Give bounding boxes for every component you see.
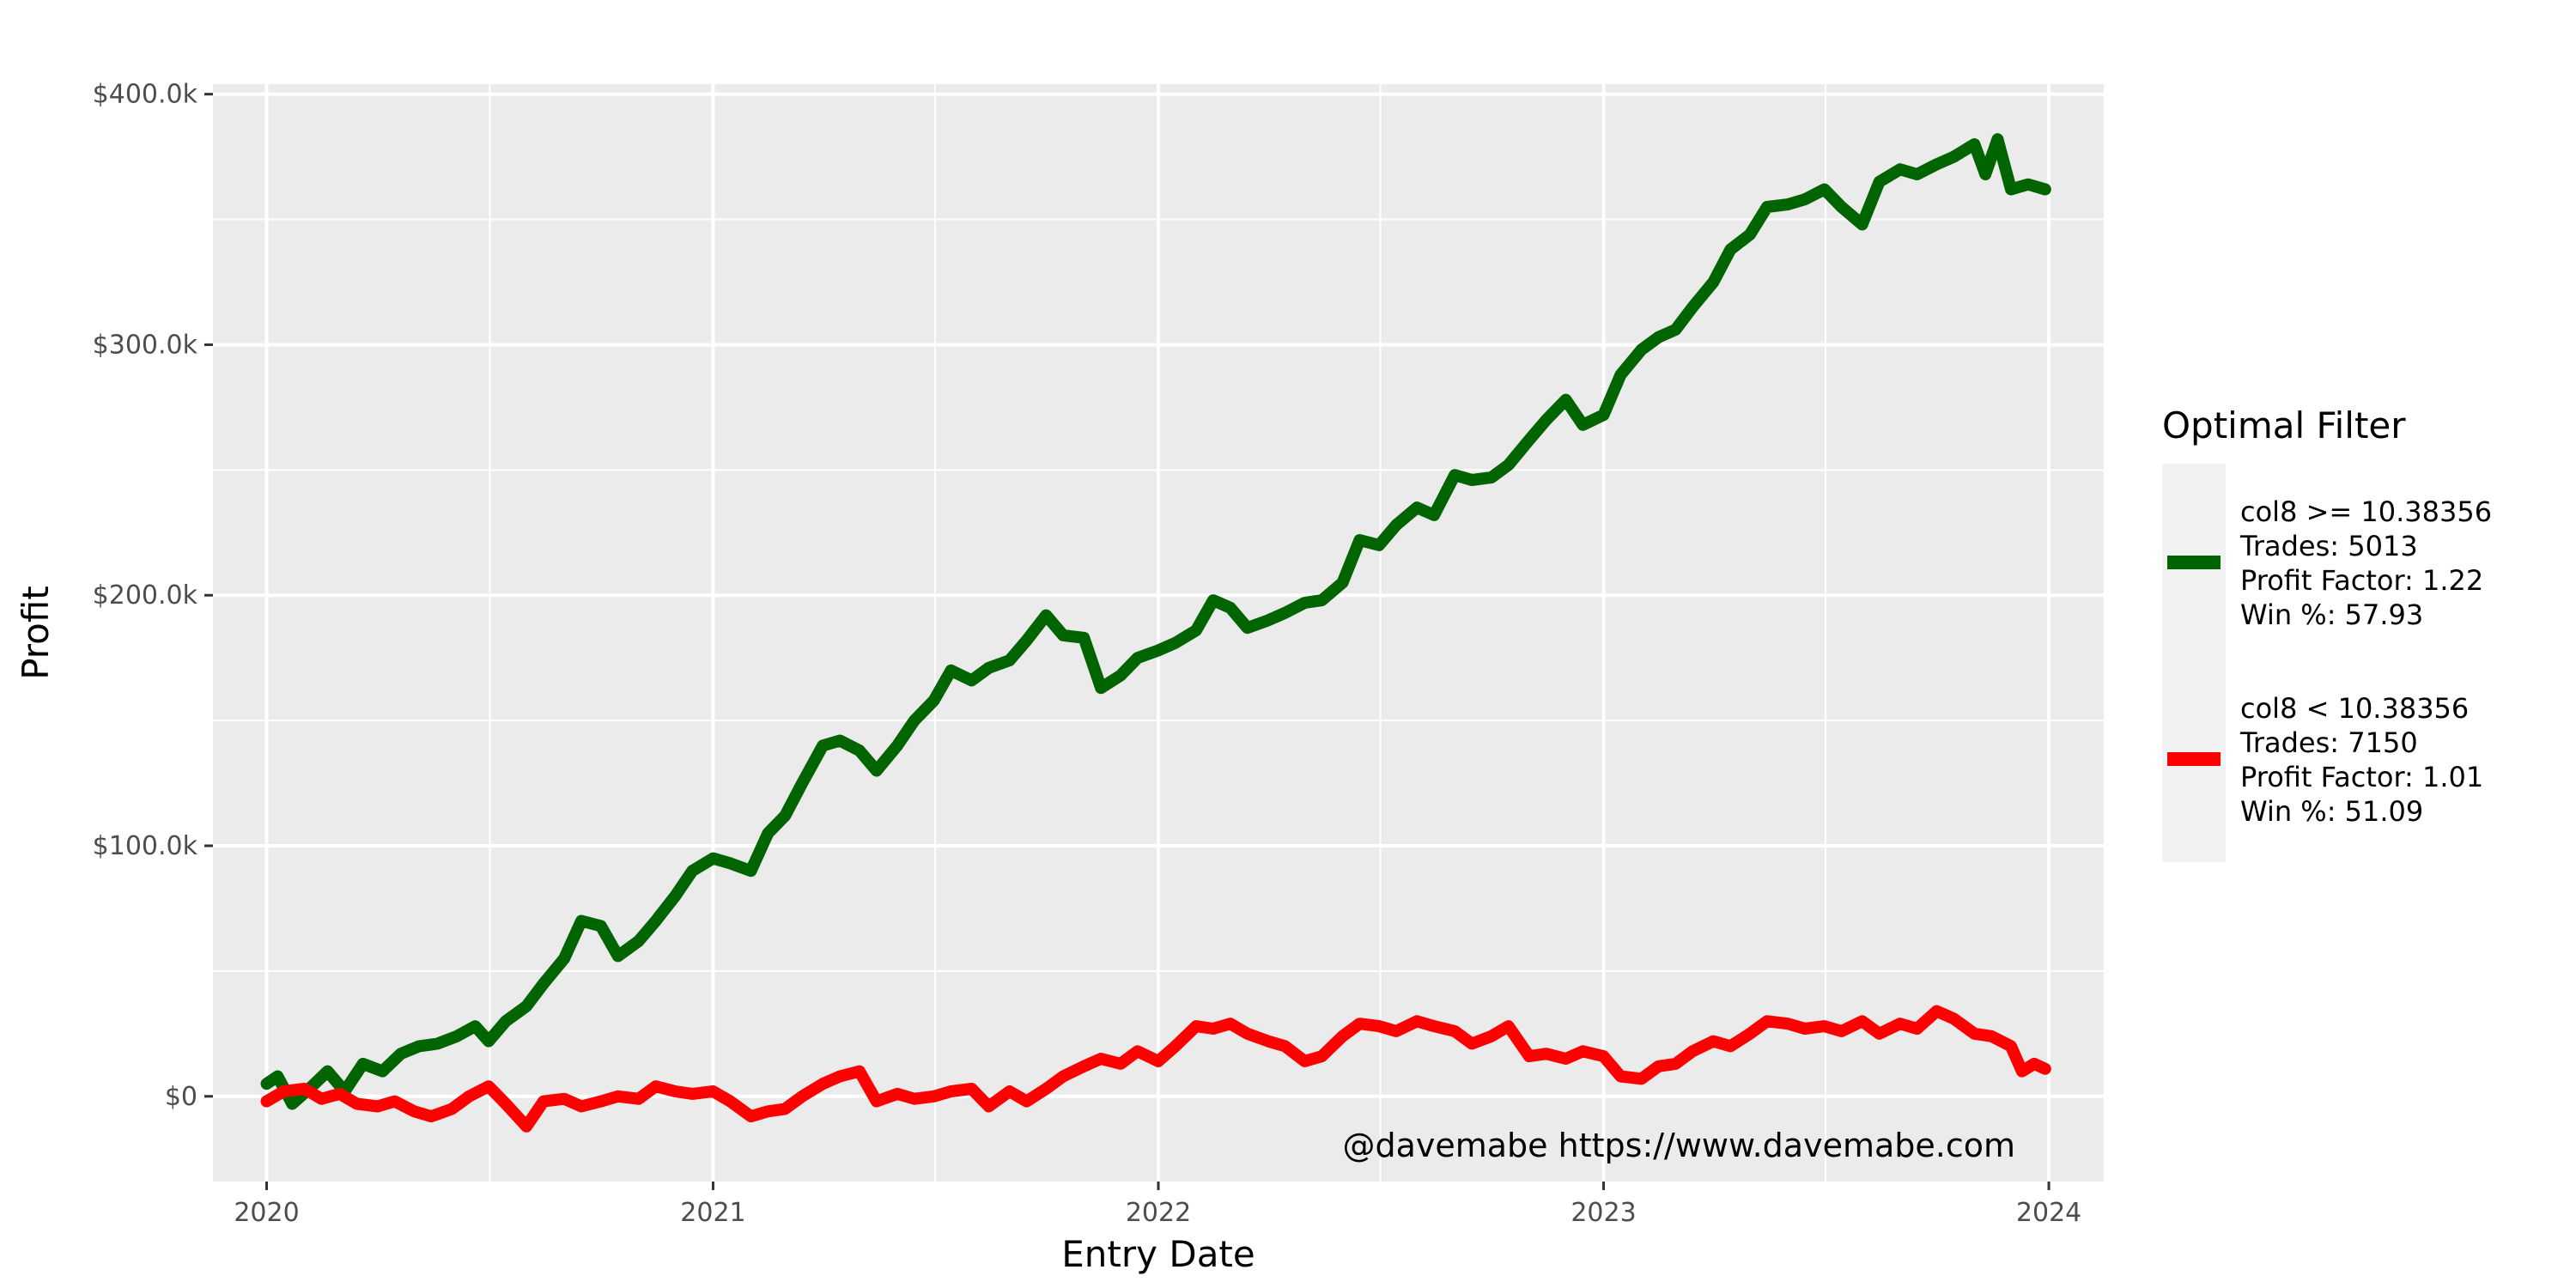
legend-entry-label: Win %: 57.93: [2240, 598, 2423, 631]
legend-entry-label: Profit Factor: 1.01: [2240, 761, 2483, 793]
legend-entry-label: Trades: 7150: [2239, 726, 2418, 759]
x-tick-label: 2020: [234, 1198, 299, 1228]
series-line-2: [260, 1005, 2051, 1133]
series-line-1: [260, 133, 2051, 1110]
y-tick-label: $300.0k: [93, 330, 198, 360]
y-tick-label: $100.0k: [93, 831, 198, 861]
y-axis: $0 $100.0k $200.0k $300.0k $400.0k: [93, 80, 213, 1112]
x-tick-label: 2021: [680, 1198, 745, 1228]
y-tick-label: $200.0k: [93, 580, 198, 611]
x-tick-label: 2024: [2016, 1198, 2081, 1228]
x-tick-label: 2023: [1571, 1198, 1636, 1228]
legend-entry-label: Win %: 51.09: [2240, 795, 2423, 828]
series-layer: [260, 133, 2051, 1133]
y-tick-label: $400.0k: [93, 80, 198, 110]
x-tick-label: 2022: [1126, 1198, 1191, 1228]
legend-entry-label: Trades: 5013: [2239, 530, 2418, 562]
grid-major: [213, 84, 2104, 1182]
legend-entry-label: col8 >= 10.38356: [2240, 495, 2492, 528]
legend-title: Optimal Filter: [2162, 404, 2406, 447]
y-tick-label: $0: [165, 1082, 197, 1112]
legend-key-background: [2162, 464, 2226, 862]
watermark-annotation: @davemabe https://www.davemabe.com: [1342, 1127, 2015, 1164]
x-axis-title: Entry Date: [1061, 1233, 1255, 1275]
legend-entry-label: col8 < 10.38356: [2240, 692, 2469, 725]
x-axis: 2020 2021 2022 2023 2024: [234, 1182, 2081, 1228]
legend-entry-label: Profit Factor: 1.22: [2240, 564, 2483, 597]
y-axis-title: Profit: [15, 586, 57, 680]
